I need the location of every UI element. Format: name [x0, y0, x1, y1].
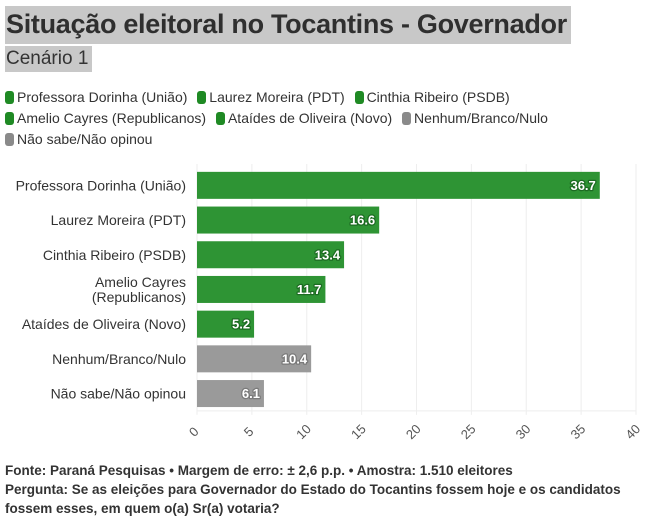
value-label: 36.7 [570, 178, 595, 193]
bar [197, 241, 345, 269]
legend-label: Cinthia Ribeiro (PSDB) [366, 89, 510, 105]
legend-swatch-icon [5, 91, 14, 104]
x-tick-label: 30 [513, 421, 534, 442]
chart-subtitle: Cenário 1 [5, 46, 93, 72]
legend-label: Professora Dorinha (União) [17, 89, 188, 105]
value-label: 16.6 [350, 213, 375, 228]
chart-title: Situação eleitoral no Tocantins - Govern… [5, 6, 571, 44]
x-tick-label: 25 [458, 421, 479, 442]
legend-item[interactable]: Nenhum/Branco/Nulo [402, 109, 548, 128]
category-label: Nenhum/Branco/Nulo [52, 351, 186, 367]
category-label: Amelio Cayres [95, 274, 186, 290]
x-tick-label: 5 [241, 424, 257, 440]
bar [197, 171, 600, 199]
legend-swatch-icon [402, 112, 412, 125]
bar [197, 275, 326, 303]
legend-swatch-icon [197, 91, 207, 104]
legend-item[interactable]: Não sabe/Não opinou [5, 130, 152, 149]
legend-label: Amelio Cayres (Republicanos) [17, 110, 207, 126]
value-label: 6.1 [242, 386, 260, 401]
bar [197, 206, 380, 234]
bar-chart: 36.7 Professora Dorinha (União) 16.6 Laurez… [16, 164, 643, 442]
legend: Professora Dorinha (União) Laurez Moreir… [5, 88, 645, 151]
chart-footer: Fonte: Paraná Pesquisas • Margem de erro… [5, 461, 665, 518]
x-tick-label: 20 [403, 421, 424, 442]
legend-swatch-icon [5, 112, 14, 125]
legend-item[interactable]: Laurez Moreira (PDT) [197, 88, 345, 107]
legend-label: Nenhum/Branco/Nulo [414, 110, 548, 126]
legend-swatch-icon [5, 133, 14, 146]
legend-item[interactable]: Amelio Cayres (Republicanos) [5, 109, 206, 128]
value-label: 5.2 [232, 317, 250, 332]
source-note: Fonte: Paraná Pesquisas • Margem de erro… [5, 463, 513, 478]
legend-item[interactable]: Cinthia Ribeiro (PSDB) [354, 88, 510, 107]
category-label: Professora Dorinha (União) [16, 177, 186, 193]
legend-item[interactable]: Professora Dorinha (União) [5, 88, 187, 107]
category-label: Cinthia Ribeiro (PSDB) [43, 247, 186, 263]
value-label: 10.4 [282, 351, 308, 366]
x-tick-label: 35 [568, 421, 589, 442]
bar [197, 380, 264, 408]
legend-label: Laurez Moreira (PDT) [209, 89, 345, 105]
x-tick-label: 40 [622, 421, 643, 442]
legend-swatch-icon [354, 91, 364, 104]
category-label: Ataídes de Oliveira (Novo) [22, 316, 186, 332]
question-note: Pergunta: Se as eleições para Governador… [5, 482, 621, 516]
category-label: Laurez Moreira (PDT) [51, 212, 186, 228]
category-label: (Republicanos) [92, 289, 186, 305]
legend-swatch-icon [215, 112, 225, 125]
legend-label: Não sabe/Não opinou [17, 131, 153, 147]
x-tick-label: 0 [186, 424, 202, 440]
value-label: 13.4 [315, 247, 341, 262]
bar [197, 310, 255, 338]
x-tick-label: 15 [348, 421, 369, 442]
x-tick-label: 10 [293, 421, 314, 442]
legend-label: Ataídes de Oliveira (Novo) [227, 110, 393, 126]
value-label: 11.7 [297, 282, 322, 297]
legend-item[interactable]: Ataídes de Oliveira (Novo) [215, 109, 393, 128]
bar [197, 345, 312, 373]
category-label: Não sabe/Não opinou [51, 386, 186, 402]
